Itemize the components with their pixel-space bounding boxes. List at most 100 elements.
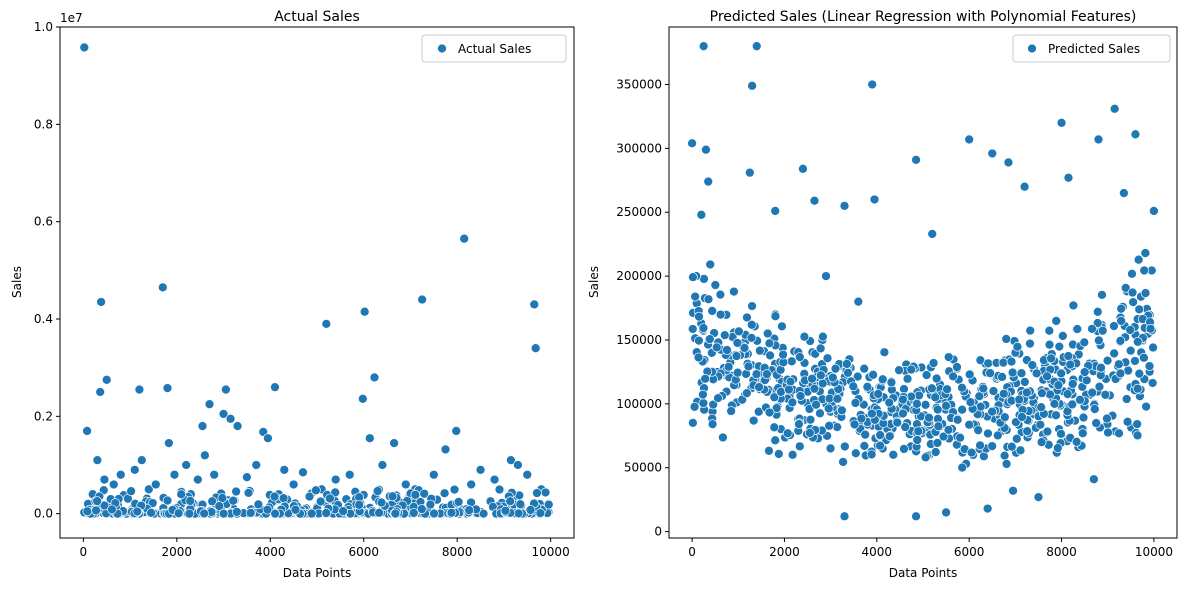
data-point (1096, 362, 1106, 373)
predicted-sales-x-ticks: 0 2000 4000 6000 8000 10000 (688, 538, 1173, 559)
data-point (751, 41, 762, 52)
data-point (900, 422, 911, 432)
data-point (1014, 394, 1025, 405)
data-point (825, 443, 836, 454)
data-point (886, 377, 897, 388)
data-point (459, 233, 470, 244)
data-point (304, 491, 315, 502)
data-point (164, 438, 174, 448)
data-point (843, 367, 853, 378)
data-point (150, 479, 161, 490)
data-point (869, 194, 880, 205)
data-point (440, 444, 451, 455)
data-point (690, 291, 701, 302)
actual-sales-plot-area (59, 26, 575, 539)
data-point (707, 419, 718, 429)
data-point (1102, 413, 1112, 424)
data-point (839, 441, 850, 452)
data-point (832, 422, 843, 432)
data-point (228, 495, 239, 506)
data-point (999, 412, 1010, 422)
predicted-sales-x-axis-label: Data Points (889, 566, 958, 580)
data-point (425, 499, 436, 510)
data-point (794, 419, 804, 430)
data-point (687, 138, 697, 149)
data-point (1017, 412, 1027, 422)
data-point (927, 229, 938, 239)
data-point (200, 450, 210, 461)
data-point (279, 465, 290, 475)
data-point (751, 369, 762, 379)
data-point (884, 431, 895, 442)
actual-sales-baseline-band (79, 484, 554, 519)
data-point (703, 294, 714, 305)
x-tick-label: 8000 (442, 545, 473, 559)
data-point (92, 455, 103, 465)
data-point (1067, 399, 1078, 410)
data-point (987, 406, 997, 417)
data-point (987, 441, 998, 451)
y-tick-label: 150000 (616, 333, 662, 347)
data-point (169, 469, 180, 480)
data-point (1022, 426, 1033, 437)
data-point (694, 335, 704, 346)
data-point (1140, 288, 1151, 298)
data-point (924, 412, 934, 423)
data-point (999, 450, 1010, 461)
data-point (715, 289, 726, 300)
data-point (1132, 430, 1143, 441)
data-point (868, 369, 878, 380)
data-point (799, 331, 810, 342)
data-point (1147, 378, 1158, 388)
data-point (965, 397, 976, 408)
data-point (197, 421, 208, 431)
data-point (390, 508, 401, 519)
data-point (707, 306, 718, 316)
x-tick-label: 10000 (1135, 545, 1173, 559)
data-point (513, 508, 524, 519)
data-point (513, 460, 523, 470)
data-point (852, 371, 863, 382)
data-point (199, 508, 210, 519)
actual-sales-x-axis-label: Data Points (283, 566, 352, 580)
data-point (99, 500, 110, 511)
data-point (830, 363, 841, 374)
data-point (824, 420, 835, 431)
data-point (982, 503, 993, 514)
data-point (400, 479, 411, 490)
data-point (974, 391, 985, 402)
data-point (288, 479, 299, 490)
data-point (446, 507, 457, 518)
data-point (701, 144, 711, 155)
data-point (688, 417, 698, 428)
data-point (860, 429, 871, 440)
data-point (330, 474, 341, 485)
data-point (1071, 436, 1082, 447)
data-point (704, 334, 715, 344)
data-point (453, 497, 464, 507)
x-tick-label: 0 (688, 545, 696, 559)
y-tick-label: 300000 (616, 141, 662, 155)
data-point (1033, 492, 1044, 502)
data-point (157, 282, 168, 293)
data-point (1127, 287, 1138, 298)
data-point (1103, 427, 1113, 438)
data-point (771, 403, 782, 413)
data-point (225, 413, 236, 424)
data-point (914, 390, 924, 401)
data-point (1001, 459, 1012, 469)
data-point (734, 326, 744, 337)
data-point (731, 351, 742, 361)
data-point (1119, 188, 1129, 198)
data-point (1044, 339, 1055, 350)
data-point (1056, 428, 1066, 439)
data-point (376, 497, 387, 508)
data-point (529, 299, 540, 310)
data-point (764, 445, 774, 456)
data-point (1121, 394, 1132, 404)
data-point (218, 508, 229, 519)
data-point (1011, 433, 1022, 444)
data-point (108, 479, 119, 490)
y-tick-label: 250000 (616, 205, 662, 219)
data-point (943, 352, 954, 362)
